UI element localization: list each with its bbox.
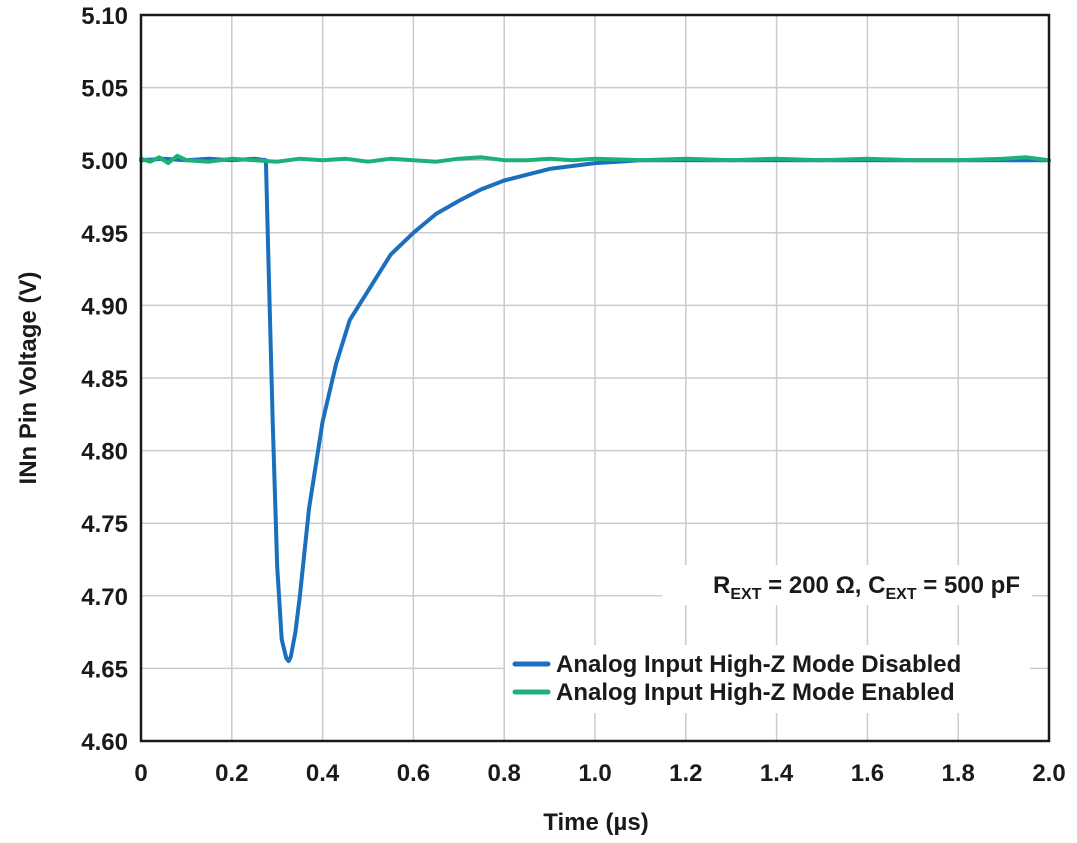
annotation-r-value: = 200 Ω, C bbox=[762, 572, 886, 599]
series-line-high-z-disabled bbox=[139, 156, 1051, 664]
x-tick-label: 2.0 bbox=[1032, 760, 1065, 787]
y-axis-label: INn Pin Voltage (V) bbox=[15, 272, 42, 485]
legend-background bbox=[505, 645, 1030, 713]
y-tick-label: 5.10 bbox=[81, 3, 128, 30]
x-tick-label: 0 bbox=[134, 760, 147, 787]
y-tick-label: 4.95 bbox=[81, 221, 128, 248]
x-axis-label: Time (µs) bbox=[543, 809, 648, 836]
annotation-background bbox=[662, 565, 1032, 605]
legend-label-enabled: Analog Input High-Z Mode Enabled bbox=[556, 679, 955, 706]
annotation-r-subscript: EXT bbox=[730, 586, 761, 603]
y-tick-label: 4.80 bbox=[81, 439, 128, 466]
legend-label-disabled: Analog Input High-Z Mode Disabled bbox=[556, 651, 961, 678]
x-tick-label: 1.2 bbox=[669, 760, 702, 787]
y-tick-label: 4.85 bbox=[81, 366, 128, 393]
series-line-high-z-enabled bbox=[139, 153, 1051, 166]
x-tick-label: 0.4 bbox=[306, 760, 340, 787]
x-tick-labels: 0 0.2 0.4 0.6 0.8 1.0 1.2 1.4 1.6 1.8 2.0 bbox=[134, 760, 1065, 787]
x-tick-label: 0.2 bbox=[215, 760, 248, 787]
x-tick-label: 1.4 bbox=[760, 760, 794, 787]
annotation-r-symbol: R bbox=[713, 572, 730, 599]
x-tick-label: 0.8 bbox=[488, 760, 521, 787]
y-tick-labels: 4.60 4.65 4.70 4.75 4.80 4.85 4.90 4.95 5.00 5.05… bbox=[81, 3, 128, 756]
annotation-c-value: = 500 pF bbox=[917, 572, 1020, 599]
y-tick-label: 4.90 bbox=[81, 293, 128, 320]
y-tick-label: 4.65 bbox=[81, 656, 128, 683]
plot-frame bbox=[139, 13, 1051, 743]
y-tick-label: 5.05 bbox=[81, 76, 128, 103]
legend: Analog Input High-Z Mode Disabled Analog… bbox=[505, 645, 1030, 713]
y-tick-label: 4.75 bbox=[81, 511, 128, 538]
y-tick-label: 4.60 bbox=[81, 729, 128, 756]
annotation-text: REXT = 200 Ω, CEXT = 500 pF bbox=[713, 572, 1020, 603]
series-layer bbox=[139, 153, 1051, 664]
y-tick-label: 4.70 bbox=[81, 584, 128, 611]
x-tick-label: 1.8 bbox=[942, 760, 975, 787]
annotation-c-subscript: EXT bbox=[885, 586, 916, 603]
annotation: REXT = 200 Ω, CEXT = 500 pF bbox=[662, 565, 1032, 605]
x-tick-label: 0.6 bbox=[397, 760, 430, 787]
x-tick-label: 1.0 bbox=[578, 760, 611, 787]
y-tick-label: 5.00 bbox=[81, 148, 128, 175]
x-tick-label: 1.6 bbox=[851, 760, 884, 787]
